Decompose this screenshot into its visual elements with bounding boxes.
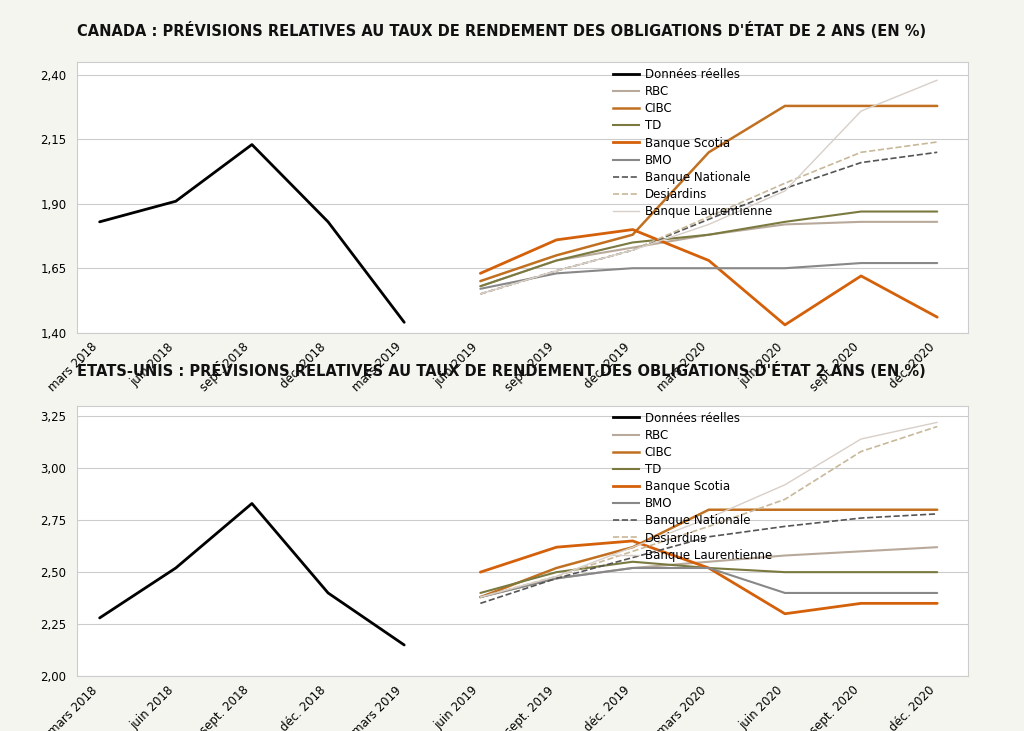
- Text: CANADA : PRÉVISIONS RELATIVES AU TAUX DE RENDEMENT DES OBLIGATIONS D'ÉTAT DE 2 A: CANADA : PRÉVISIONS RELATIVES AU TAUX DE…: [77, 22, 926, 39]
- Legend: Données réelles, RBC, CIBC, TD, Banque Scotia, BMO, Banque Nationale, Desjardins: Données réelles, RBC, CIBC, TD, Banque S…: [612, 68, 772, 218]
- Text: ÉTATS-UNIS : PRÉVISIONS RELATIVES AU TAUX DE RENDEMENT DES OBLIGATIONS D'ÉTAT 2 : ÉTATS-UNIS : PRÉVISIONS RELATIVES AU TAU…: [77, 362, 926, 379]
- Legend: Données réelles, RBC, CIBC, TD, Banque Scotia, BMO, Banque Nationale, Desjardins: Données réelles, RBC, CIBC, TD, Banque S…: [612, 412, 772, 561]
